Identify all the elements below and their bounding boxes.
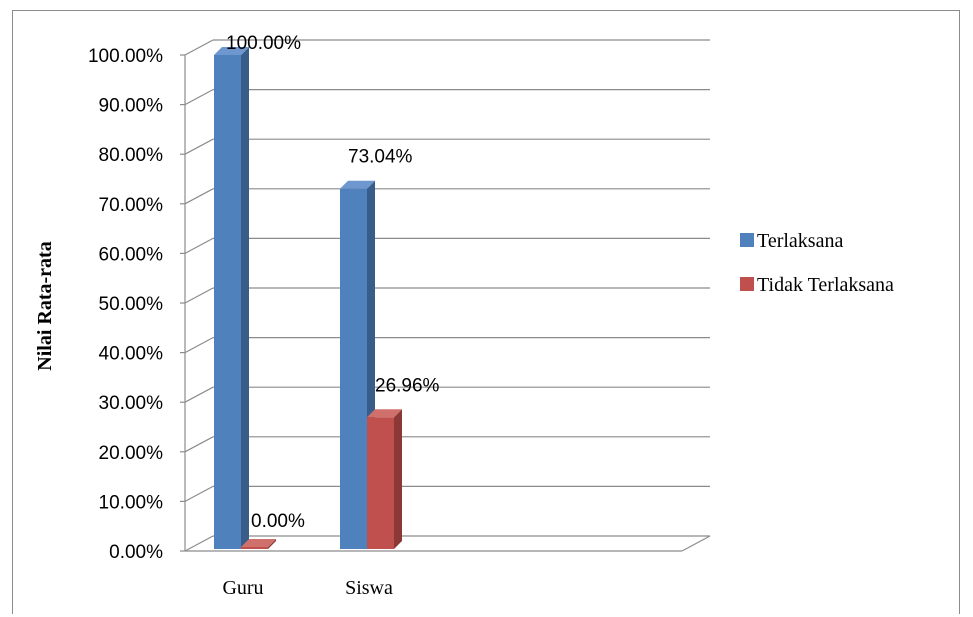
legend-item-tidak-terlaksana: Tidak Terlaksana bbox=[740, 274, 894, 296]
gridlines bbox=[184, 39, 710, 502]
legend-label: Terlaksana bbox=[757, 230, 843, 252]
data-label: 100.00% bbox=[226, 33, 301, 54]
y-tick-label: 60.00% bbox=[99, 244, 164, 265]
y-axis-label: Nilai Rata-rata bbox=[34, 241, 56, 370]
bar-top bbox=[241, 539, 276, 547]
bar-guru-terlaksana bbox=[214, 47, 249, 549]
gridline-diagonal bbox=[184, 39, 214, 56]
y-tick-label: 70.00% bbox=[99, 195, 164, 216]
bar-side bbox=[268, 539, 276, 549]
gridline-diagonal bbox=[184, 188, 214, 205]
y-tick-label: 0.00% bbox=[109, 542, 163, 563]
x-category-label: Siswa bbox=[345, 577, 393, 599]
bar-siswa-terlaksana bbox=[340, 180, 375, 549]
y-tick-label: 100.00% bbox=[88, 46, 163, 67]
data-label: 0.00% bbox=[251, 511, 305, 532]
bars bbox=[214, 47, 402, 549]
chart-frame bbox=[12, 10, 960, 614]
y-tick-label: 20.00% bbox=[99, 443, 164, 464]
bar-front bbox=[241, 547, 268, 549]
data-label: 73.04% bbox=[348, 147, 413, 168]
legend-label: Tidak Terlaksana bbox=[757, 274, 894, 296]
legend-swatch bbox=[740, 277, 754, 291]
y-axis-ticks: 0.00% 10.00% 20.00% 30.00% 40.00% 50.00% 60.00… bbox=[88, 46, 185, 563]
legend: Terlaksana Tidak Terlaksana bbox=[740, 230, 894, 296]
bar-top bbox=[214, 47, 249, 55]
floor-right-edge bbox=[681, 535, 711, 552]
gridline-diagonal bbox=[184, 485, 214, 502]
y-tick-label: 40.00% bbox=[99, 344, 164, 365]
data-labels: 100.00% 0.00% 73.04% 26.96% bbox=[226, 33, 440, 532]
gridline-diagonal bbox=[184, 89, 214, 106]
bar-top bbox=[367, 409, 402, 418]
bar-front bbox=[367, 417, 394, 549]
legend-item-terlaksana: Terlaksana bbox=[740, 230, 843, 252]
bar-side bbox=[241, 47, 249, 549]
bar-side bbox=[394, 409, 402, 549]
chart-walls bbox=[184, 55, 711, 552]
y-tick-label: 50.00% bbox=[99, 294, 164, 315]
gridline-diagonal bbox=[184, 287, 214, 304]
y-tick-label: 10.00% bbox=[99, 492, 164, 513]
bar-top bbox=[340, 180, 375, 189]
data-label: 26.96% bbox=[375, 375, 440, 396]
bar-siswa-tidak-terlaksana bbox=[367, 409, 402, 549]
gridline-diagonal bbox=[184, 237, 214, 254]
y-tick-label: 90.00% bbox=[99, 96, 164, 117]
y-tick-label: 80.00% bbox=[99, 145, 164, 166]
y-tick-label: 30.00% bbox=[99, 393, 164, 414]
gridline-diagonal bbox=[184, 436, 214, 453]
x-axis-categories: Guru Siswa bbox=[222, 577, 393, 599]
bar-front bbox=[214, 55, 241, 549]
gridline-diagonal bbox=[184, 337, 214, 354]
x-category-label: Guru bbox=[222, 577, 263, 599]
gridline-diagonal bbox=[184, 138, 214, 155]
legend-swatch bbox=[740, 233, 754, 247]
bar-guru-tidak-terlaksana bbox=[241, 539, 276, 549]
bar-front bbox=[340, 188, 367, 549]
floor-left-edge bbox=[184, 535, 214, 552]
gridline-diagonal bbox=[184, 386, 214, 403]
